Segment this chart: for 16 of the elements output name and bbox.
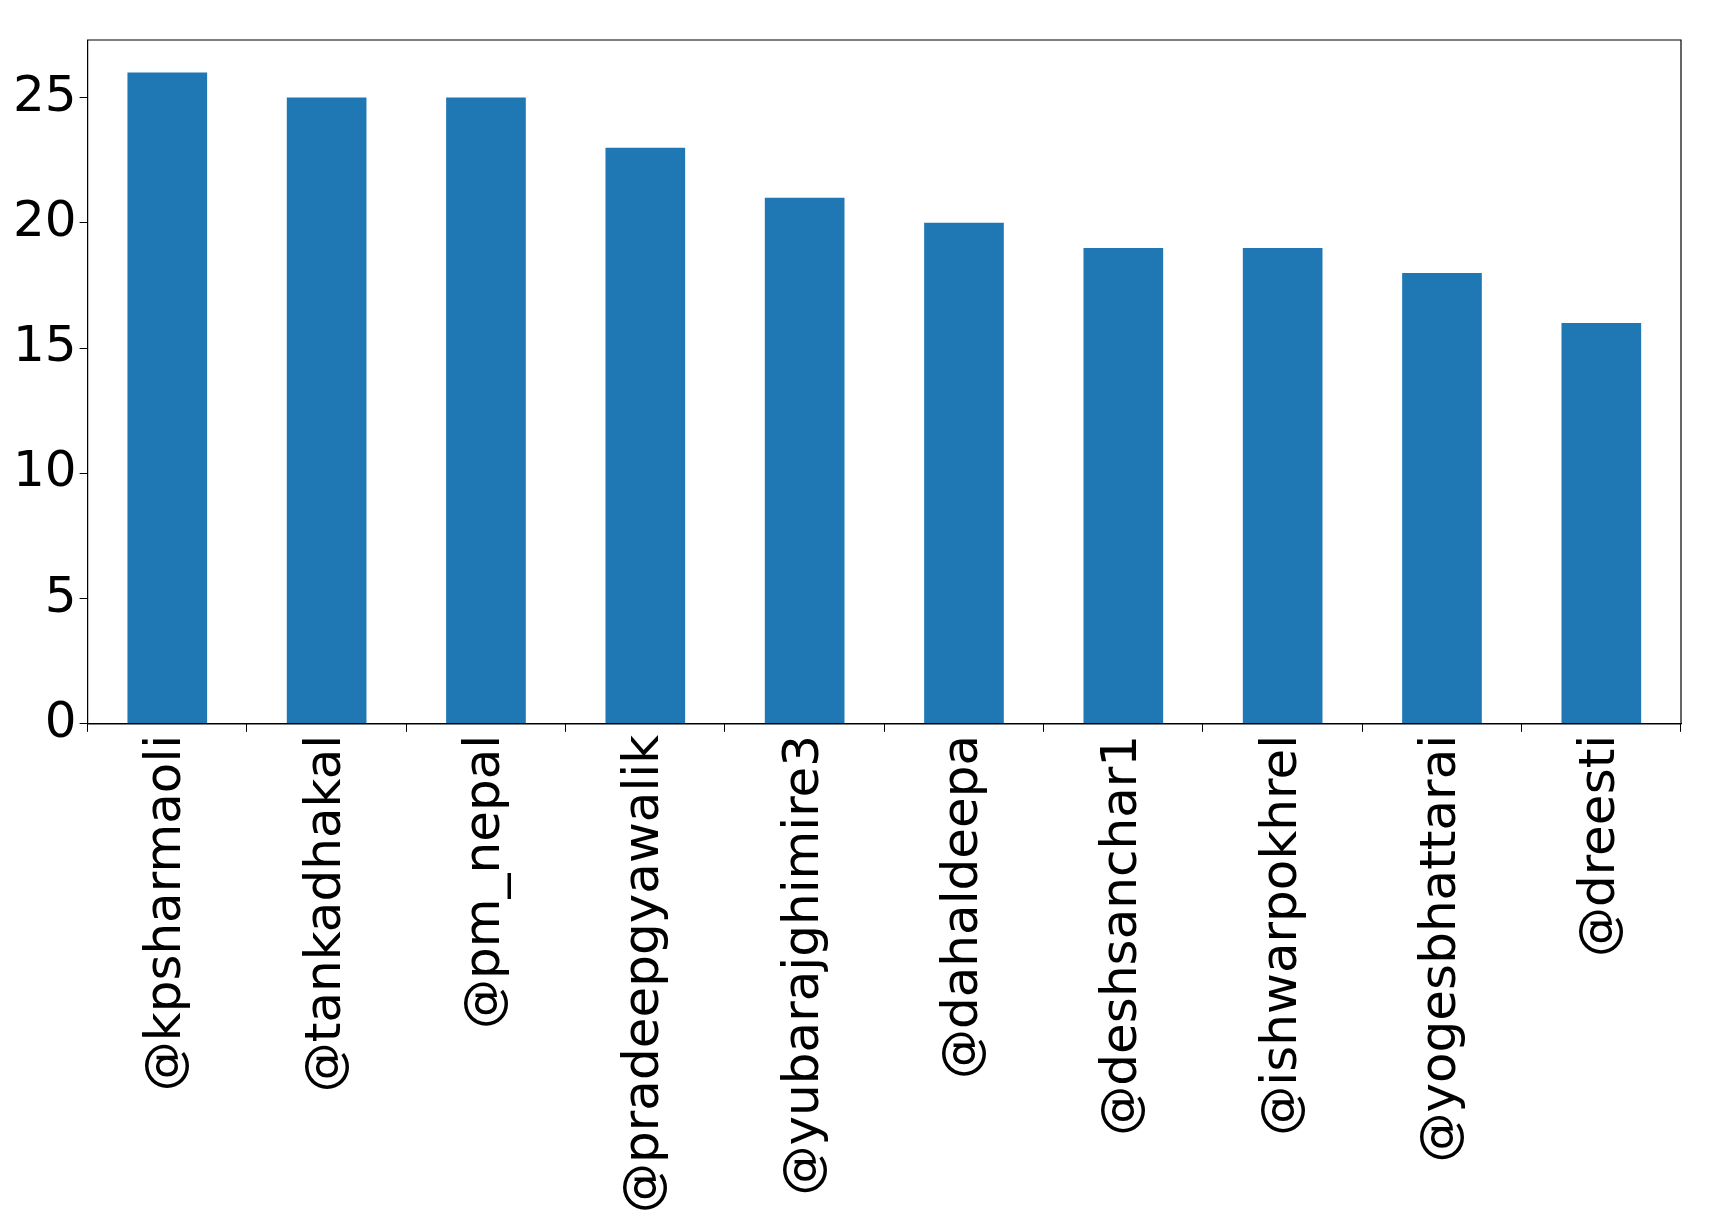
x-tick-label: @dahaldeepa bbox=[930, 734, 989, 1080]
y-tick-label: 5 bbox=[44, 565, 77, 624]
y-tick-label: 0 bbox=[44, 690, 77, 749]
y-tick-label: 10 bbox=[13, 440, 77, 499]
x-tick-label: @yogesbhattarai bbox=[1408, 734, 1467, 1163]
y-tick-label: 25 bbox=[13, 64, 77, 123]
x-tick-label: @ishwarpokhrel bbox=[1249, 734, 1308, 1136]
x-tick-label: @pm_nepal bbox=[452, 734, 511, 1029]
y-tick-label: 15 bbox=[13, 315, 77, 374]
x-tick-label: @pradeepgyawalik bbox=[612, 734, 671, 1214]
x-tick-label: @yubarajghimire3 bbox=[771, 734, 830, 1196]
x-tick-label: @deshsanchar1 bbox=[1090, 734, 1149, 1136]
y-tick-label: 20 bbox=[13, 189, 77, 248]
x-tick-label: @dreesti bbox=[1568, 734, 1627, 958]
x-tick-label: @tankadhakal bbox=[293, 734, 352, 1093]
x-tick-label: @kpsharmaoli bbox=[134, 734, 193, 1092]
